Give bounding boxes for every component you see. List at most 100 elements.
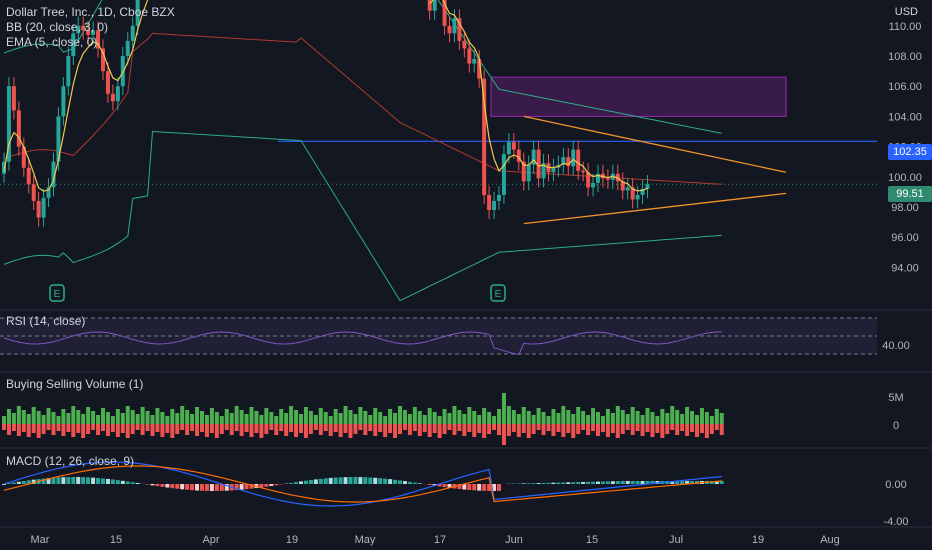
volume-buy-bar — [670, 406, 675, 424]
volume-buy-bar — [541, 412, 546, 424]
candle-body — [497, 194, 501, 201]
volume-sell-bar — [338, 424, 343, 437]
volume-sell-bar — [516, 424, 521, 437]
macd-histogram-bar — [264, 484, 269, 487]
volume-buy-bar — [417, 411, 422, 424]
volume-buy-bar — [378, 412, 383, 424]
macd-histogram-bar — [219, 484, 224, 491]
volume-buy-bar — [516, 414, 521, 424]
macd-histogram-bar — [442, 484, 447, 488]
volume-buy-bar — [467, 407, 472, 424]
macd-histogram-bar — [31, 479, 36, 484]
volume-buy-bar — [115, 409, 120, 424]
volume-sell-bar — [591, 424, 596, 431]
macd-histogram-bar — [709, 481, 714, 484]
macd-histogram-bar — [71, 477, 76, 484]
candle-body — [625, 187, 630, 191]
candle-body — [26, 167, 31, 185]
macd-histogram-bar — [596, 481, 600, 484]
volume-sell-bar — [150, 424, 155, 436]
volume-buy-bar — [239, 410, 244, 424]
earnings-marker — [49, 284, 65, 302]
volume-buy-bar — [447, 413, 452, 424]
volume-buy-bar — [110, 416, 115, 424]
volume-sell-bar — [615, 424, 620, 438]
volume-buy-bar — [422, 415, 427, 424]
volume-sell-bar — [160, 424, 165, 437]
bb-legend[interactable]: BB (20, close, 3, 0) — [6, 20, 109, 34]
volume-buy-bar — [299, 414, 303, 424]
macd-histogram-bar — [165, 484, 170, 488]
ema-legend[interactable]: EMA (5, close, 0) — [6, 35, 98, 49]
volume-sell-bar — [115, 424, 120, 437]
volume-sell-bar — [264, 424, 269, 434]
volume-buy-bar — [506, 406, 511, 424]
macd-histogram-bar — [591, 481, 596, 484]
volume-sell-bar — [630, 424, 635, 435]
volume-sell-bar — [477, 424, 482, 433]
volume-sell-bar — [200, 424, 204, 432]
volume-buy-bar — [373, 408, 378, 424]
volume-sell-bar — [610, 424, 615, 433]
candle-body — [101, 48, 105, 72]
macd-histogram-bar — [378, 478, 383, 484]
macd-histogram-bar — [224, 484, 229, 491]
volume-sell-bar — [195, 424, 200, 436]
macd-histogram-bar — [11, 482, 16, 484]
volume-buy-bar — [561, 406, 566, 424]
volume-sell-bar — [209, 424, 214, 433]
volume-sell-bar — [299, 424, 303, 433]
volume-sell-bar — [551, 424, 556, 436]
volume-buy-bar — [254, 411, 259, 424]
volume-sell-bar — [492, 424, 497, 430]
volume-sell-bar — [506, 424, 511, 436]
volume-buy-bar — [620, 410, 625, 424]
volume-sell-bar — [432, 424, 437, 433]
candle-body — [125, 40, 130, 56]
volume-buy-bar — [566, 410, 571, 424]
volume-buy-bar — [660, 409, 665, 424]
volume-sell-bar — [219, 424, 224, 434]
volume-buy-bar — [457, 410, 462, 424]
macd-histogram-bar — [645, 481, 650, 484]
macd-histogram-bar — [269, 484, 274, 486]
macd-histogram-bar — [670, 481, 675, 484]
macd-histogram-bar — [427, 484, 432, 485]
earnings-marker-label: E — [54, 289, 61, 300]
rsi-label[interactable]: RSI (14, close) — [6, 314, 86, 328]
macd-histogram-bar — [640, 481, 645, 484]
volume-buy-bar — [497, 409, 501, 424]
volume-label[interactable]: Buying Selling Volume (1) — [6, 377, 144, 391]
volume-sell-bar — [244, 424, 249, 432]
volume-buy-bar — [333, 409, 338, 424]
macd-histogram-bar — [620, 481, 625, 484]
volume-buy-bar — [323, 412, 328, 424]
macd-histogram-bar — [299, 481, 303, 484]
price-axis-tick: 100.00 — [888, 172, 922, 184]
volume-buy-bar — [279, 409, 284, 424]
macd-histogram-bar — [531, 483, 536, 484]
volume-buy-bar — [56, 416, 61, 424]
volume-buy-bar — [81, 414, 86, 424]
candle-body — [551, 167, 556, 173]
volume-sell-bar — [695, 424, 699, 437]
macd-histogram-bar — [120, 480, 125, 484]
candle-body — [11, 86, 16, 111]
candle-body — [442, 0, 447, 26]
volume-sell-bar — [442, 424, 447, 434]
macd-histogram-bar — [358, 477, 363, 484]
macd-histogram-bar — [497, 484, 501, 491]
symbol-title[interactable]: Dollar Tree, Inc., 1D, Cboe BZX — [6, 5, 175, 19]
volume-sell-bar — [31, 424, 36, 433]
candle-body — [427, 0, 432, 11]
indicator-axis-tick: 40.00 — [882, 340, 910, 352]
volume-sell-bar — [190, 424, 195, 431]
volume-legend: Buying Selling Volume (1) — [6, 377, 143, 392]
volume-sell-bar — [36, 424, 41, 438]
macd-label[interactable]: MACD (12, 26, close, 9) — [6, 454, 135, 468]
triangle-upper-line — [523, 115, 787, 173]
volume-sell-bar — [180, 424, 185, 430]
volume-buy-bar — [442, 409, 447, 424]
macd-histogram-bar — [714, 481, 719, 484]
macd-histogram-bar — [576, 482, 581, 484]
